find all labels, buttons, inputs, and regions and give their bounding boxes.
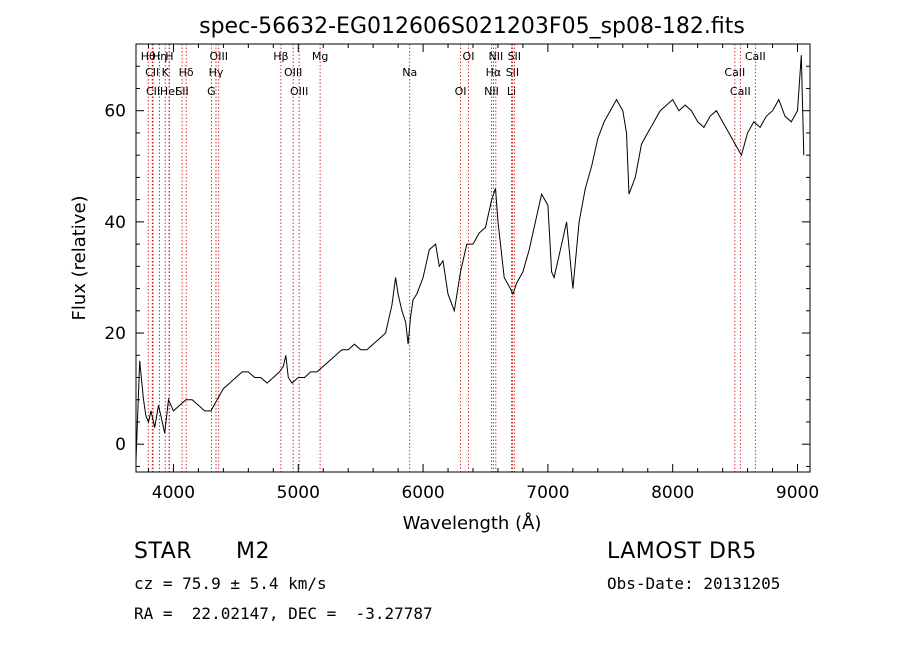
line-marker-label: Hγ — [209, 66, 224, 79]
x-axis-label: Wavelength (Å) — [403, 512, 542, 534]
line-marker-label: K — [162, 66, 170, 79]
y-tick-label: 20 — [104, 324, 126, 344]
x-tick-label: 7000 — [526, 483, 569, 503]
line-marker-label: OI — [463, 50, 475, 63]
line-marker-label: CaII — [730, 85, 751, 98]
plot-frame — [135, 43, 811, 473]
line-marker-label: Hα — [486, 66, 502, 79]
plot-area: Hθ CII CII Hη K HeI H Hδ SII OIII Hγ G Hβ OIII OIII Mg N… — [135, 44, 805, 472]
observation-date: Obs-Date: 20131205 — [607, 574, 781, 593]
sky-coordinates: RA = 22.02147, DEC = -3.27787 — [134, 604, 433, 623]
x-tick-label: 9000 — [776, 483, 819, 503]
line-marker-label: Mg — [312, 50, 328, 63]
line-marker-label: CII — [145, 66, 159, 79]
line-marker-label: OIII — [210, 50, 228, 63]
line-marker-label: NII — [484, 85, 499, 98]
y-tick-label: 60 — [104, 102, 126, 122]
chart-title: spec-56632-EG012606S021203F05_sp08-182.f… — [199, 14, 745, 39]
spectrum-line — [135, 55, 805, 461]
line-marker-label: Hθ — [141, 50, 156, 63]
line-marker-label: CII — [146, 85, 160, 98]
x-tick-label: 8000 — [651, 483, 694, 503]
line-marker-label: Hβ — [273, 50, 288, 63]
y-axis-label: Flux (relative) — [69, 195, 90, 320]
x-tick-label: 6000 — [401, 483, 444, 503]
line-marker-label: G — [207, 85, 216, 98]
line-marker-label: OIII — [290, 85, 308, 98]
line-marker-label: OI — [455, 85, 467, 98]
y-tick-label: 40 — [104, 213, 126, 233]
survey-name: LAMOST DR5 — [607, 539, 757, 564]
line-marker-label: Na — [402, 66, 417, 79]
line-marker-label: Hη — [152, 50, 167, 63]
line-marker-label: OIII — [284, 66, 302, 79]
line-marker-label: H — [165, 50, 173, 63]
line-marker-label: Hδ — [179, 66, 194, 79]
object-subclass: M2 — [236, 539, 270, 564]
redshift-velocity: cz = 75.9 ± 5.4 km/s — [134, 574, 327, 593]
line-marker-label: SII — [506, 66, 519, 79]
y-tick-label: 0 — [115, 435, 126, 455]
line-marker-label: NII — [488, 50, 503, 63]
x-tick-label: 5000 — [277, 483, 320, 503]
line-marker-label: SII — [175, 85, 188, 98]
x-axis: 4000 5000 6000 7000 8000 9000 — [147, 44, 819, 503]
y-axis: 0 20 40 60 — [104, 65, 810, 467]
line-marker-label: CaII — [724, 66, 745, 79]
line-marker-label: SII — [508, 50, 521, 63]
x-tick-label: 4000 — [152, 483, 195, 503]
line-marker-label: HeI — [160, 85, 178, 98]
line-marker-label: Li — [507, 85, 516, 98]
object-class: STAR — [134, 539, 193, 564]
line-marker-label: CaII — [745, 50, 766, 63]
